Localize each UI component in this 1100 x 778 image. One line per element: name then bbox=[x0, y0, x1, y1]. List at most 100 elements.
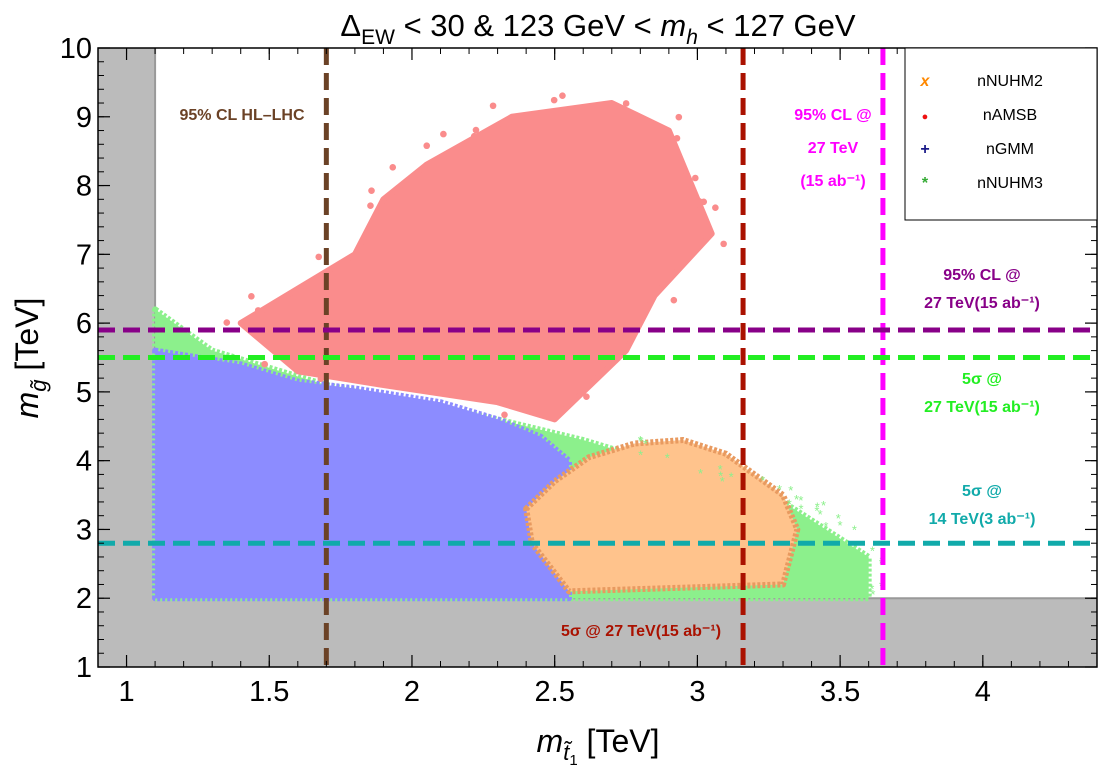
y-axis-label: mg̃ [TeV] bbox=[9, 298, 51, 419]
scatter-point-namsb bbox=[440, 130, 447, 138]
limit-label-4-line-1: 27 TeV(15 ab⁻¹) bbox=[924, 399, 1040, 416]
scatter-point-namsb bbox=[470, 132, 478, 140]
y-tick-label: 2 bbox=[76, 583, 92, 615]
y-tick-label: 6 bbox=[76, 308, 92, 340]
scatter-point-namsb bbox=[423, 142, 431, 150]
limit-label-5-line-1: 14 TeV(3 ab⁻¹) bbox=[929, 511, 1036, 528]
legend-label-nnuhm3: nNUHM3 bbox=[977, 175, 1043, 192]
scatter-point-namsb bbox=[720, 240, 727, 248]
x-tick-label: 1 bbox=[118, 676, 134, 708]
scatter-region-ngmm bbox=[152, 347, 572, 602]
scatter-point-namsb bbox=[489, 102, 497, 110]
x-tick-label: 2 bbox=[404, 676, 420, 708]
x-tick-label: 1.5 bbox=[249, 676, 289, 708]
scatter-point-nnuhm3: * bbox=[821, 498, 826, 513]
scatter-point-nnuhm3: * bbox=[729, 470, 734, 485]
scatter-point-nnuhm3: * bbox=[787, 496, 792, 511]
scatter-point-nnuhm3: * bbox=[815, 500, 820, 515]
legend-marker-ngmm: + bbox=[920, 141, 929, 158]
x-tick-label: 3.5 bbox=[820, 676, 860, 708]
scatter-point-nnuhm3: * bbox=[794, 492, 799, 507]
scatter-point-nnuhm3: * bbox=[799, 502, 804, 517]
scatter-point-namsb bbox=[559, 92, 566, 99]
scatter-point-namsb bbox=[692, 174, 699, 182]
scatter-point-nnuhm3: * bbox=[823, 519, 828, 534]
scatter-point-namsb bbox=[367, 202, 374, 210]
y-tick-label: 3 bbox=[76, 514, 92, 546]
limit-label-3-line-0: 95% CL @ bbox=[943, 267, 1021, 284]
y-tick-label: 5 bbox=[76, 377, 92, 409]
scatter-point-nnuhm3: * bbox=[718, 462, 723, 477]
scatter-point-namsb bbox=[583, 393, 590, 400]
legend-marker-nnuhm2: x bbox=[920, 73, 931, 90]
scatter-point-nnuhm3: * bbox=[760, 473, 765, 488]
scatter-point-namsb bbox=[670, 296, 678, 304]
legend-label-ngmm: nGMM bbox=[986, 141, 1034, 158]
limit-label-2-line-2: (15 ab⁻¹) bbox=[800, 173, 865, 190]
limit-label-2-line-0: 95% CL @ bbox=[794, 107, 872, 124]
y-tick-label: 4 bbox=[76, 446, 92, 478]
scatter-point-namsb bbox=[712, 204, 719, 212]
excluded-region-bottom bbox=[98, 598, 1097, 667]
scatter-point-nnuhm3: * bbox=[777, 482, 782, 497]
scatter-point-nnuhm3: * bbox=[852, 523, 857, 538]
x-tick-label: 4 bbox=[975, 676, 991, 708]
scatter-point-namsb bbox=[389, 164, 397, 171]
x-axis-label: mt̃1 [TeV] bbox=[537, 723, 660, 769]
scatter-point-namsb bbox=[317, 375, 325, 383]
scatter-point-namsb bbox=[254, 307, 262, 314]
scatter-point-nnuhm3: * bbox=[665, 450, 670, 465]
legend-label-namsb: nAMSB bbox=[983, 107, 1037, 124]
scatter-point-nnuhm3: * bbox=[718, 468, 723, 483]
scatter-point-nnuhm3: * bbox=[720, 474, 725, 489]
scatter-region-nnuhm2 bbox=[523, 437, 801, 595]
scatter-point-namsb bbox=[248, 293, 255, 300]
scatter-point-nnuhm3: * bbox=[836, 511, 841, 526]
legend-label-nnuhm2: nNUHM2 bbox=[977, 73, 1043, 90]
limit-label-2-line-1: 27 TeV bbox=[808, 140, 859, 157]
chart-title: ΔEW < 30 & 123 GeV < mh < 127 GeV bbox=[340, 8, 856, 49]
legend-marker-namsb: ● bbox=[922, 111, 929, 123]
limit-label-3-line-1: 27 TeV(15 ab⁻¹) bbox=[924, 295, 1040, 312]
scatter-point-nnuhm3: * bbox=[870, 544, 875, 559]
scatter-point-namsb bbox=[472, 126, 480, 134]
scatter-region-namsb bbox=[237, 100, 715, 423]
scatter-point-namsb bbox=[368, 187, 375, 194]
limit-label-4-line-0: 5σ @ bbox=[962, 371, 1002, 388]
legend-marker-nnuhm3: * bbox=[922, 175, 929, 192]
scatter-point-nnuhm3: * bbox=[643, 436, 648, 451]
scatter-point-nnuhm3: * bbox=[698, 466, 703, 481]
scatter-point-nnuhm3: * bbox=[638, 433, 643, 448]
scatter-point-namsb bbox=[622, 100, 630, 107]
y-tick-label: 7 bbox=[76, 239, 92, 271]
scatter-point-namsb bbox=[223, 319, 231, 326]
scatter-point-namsb bbox=[315, 253, 323, 261]
scatter-point-nnuhm3: * bbox=[837, 518, 842, 533]
scatter-point-namsb bbox=[261, 360, 268, 368]
scatter-point-nnuhm3: * bbox=[638, 448, 643, 463]
scatter-point-namsb bbox=[501, 411, 508, 419]
y-tick-label: 10 bbox=[60, 33, 92, 65]
x-tick-label: 2.5 bbox=[535, 676, 575, 708]
y-tick-label: 8 bbox=[76, 171, 92, 203]
legend-box bbox=[904, 47, 1098, 221]
scatter-point-namsb bbox=[675, 113, 683, 121]
scatter-point-nnuhm3: * bbox=[788, 483, 793, 498]
scatter-point-namsb bbox=[700, 198, 708, 206]
scatter-point-nnuhm3: * bbox=[814, 503, 819, 518]
legend: x nNUHM2 ● nAMSB + nGMM * nNUHM3 bbox=[904, 47, 1098, 221]
y-tick-label: 1 bbox=[76, 652, 92, 684]
scatter-point-namsb bbox=[673, 134, 681, 142]
y-tick-label: 9 bbox=[76, 102, 92, 134]
x-tick-label: 3 bbox=[689, 676, 705, 708]
scatter-point-nnuhm3: * bbox=[818, 507, 823, 522]
limit-label-1: 5σ @ 27 TeV(15 ab⁻¹) bbox=[561, 623, 721, 640]
limit-label-0: 95% CL HL–LHC bbox=[179, 107, 305, 124]
scatter-point-nnuhm3: * bbox=[870, 587, 875, 602]
scatter-point-nnuhm3: * bbox=[869, 582, 874, 597]
scatter-point-nnuhm3: * bbox=[798, 493, 803, 508]
limit-label-5-line-0: 5σ @ bbox=[962, 483, 1002, 500]
scatter-point-namsb bbox=[550, 96, 558, 104]
